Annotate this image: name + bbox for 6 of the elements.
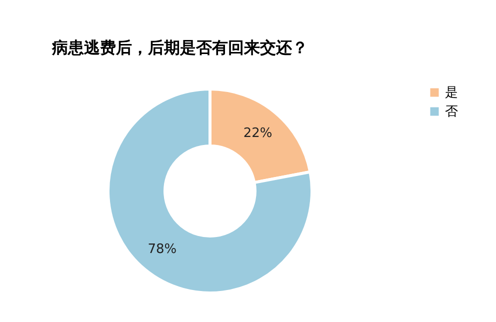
data-label: 22%	[243, 126, 272, 142]
data-label: 78%	[148, 242, 177, 257]
legend-label: 是	[445, 86, 458, 100]
chart-title: 病患逃费后，后期是否有回来交还？	[51, 38, 308, 57]
legend-label: 否	[445, 104, 458, 120]
donut-slice	[106, 88, 314, 294]
